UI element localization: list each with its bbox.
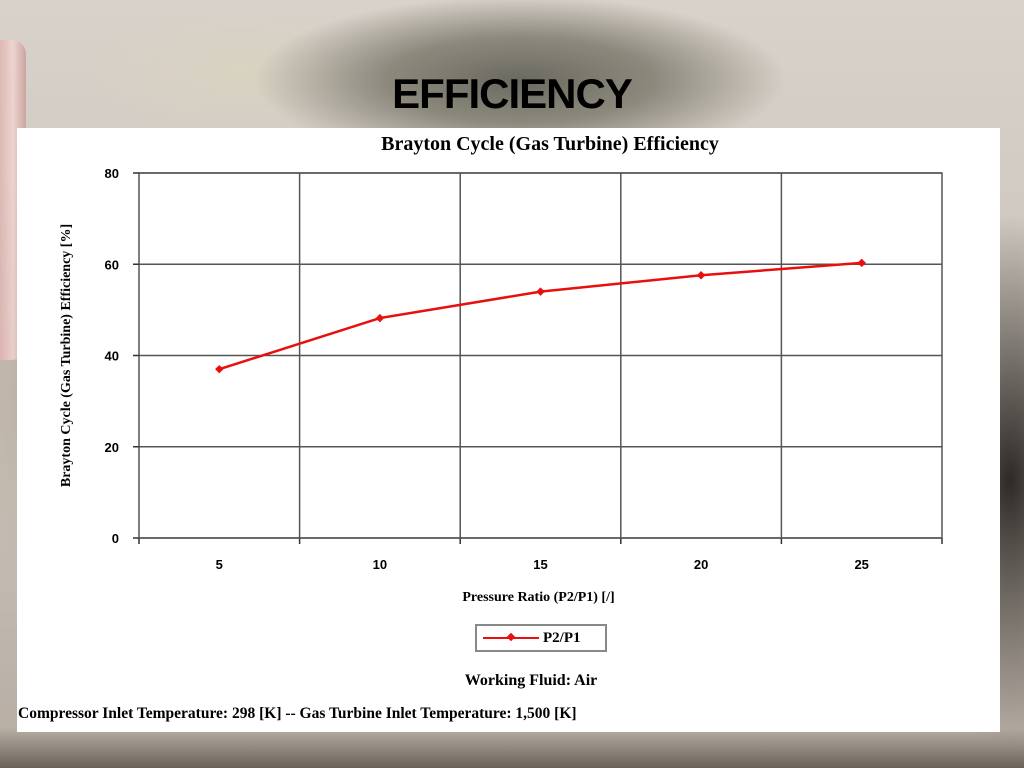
- y-tick-label: 0: [112, 531, 119, 546]
- legend-marker: [483, 637, 539, 639]
- data-point: [375, 313, 385, 323]
- inlet-temperature-note: Compressor Inlet Temperature: 298 [K] --…: [18, 705, 577, 722]
- legend-label: P2/P1: [543, 629, 581, 646]
- data-point: [857, 258, 866, 268]
- x-tick-label: 5: [216, 557, 223, 572]
- y-tick-label: 60: [105, 257, 119, 272]
- y-tick-label: 20: [105, 440, 119, 455]
- series-line: [218, 261, 862, 371]
- data-point: [536, 287, 545, 296]
- x-tick-label: 10: [373, 557, 387, 572]
- working-fluid-note: Working Fluid: Air: [464, 672, 598, 689]
- x-tick-label: 20: [694, 557, 708, 572]
- y-tick-label: 80: [105, 166, 119, 181]
- chart-title: Brayton Cycle (Gas Turbine) Efficiency: [381, 133, 719, 155]
- x-tick-label: 25: [854, 557, 868, 572]
- x-axis-label: Pressure Ratio (P2/P1) [/]: [462, 590, 614, 605]
- chart-legend: P2/P1: [475, 624, 607, 652]
- background-shadow: [0, 728, 1024, 768]
- data-point: [696, 270, 706, 280]
- y-tick-label: 40: [105, 349, 119, 364]
- slide-title: EFFICIENCY: [392, 70, 633, 117]
- y-axis-label: Brayton Cycle (Gas Turbine) Efficiency […: [59, 224, 74, 487]
- data-point: [215, 364, 224, 374]
- x-tick-label: 15: [533, 557, 547, 572]
